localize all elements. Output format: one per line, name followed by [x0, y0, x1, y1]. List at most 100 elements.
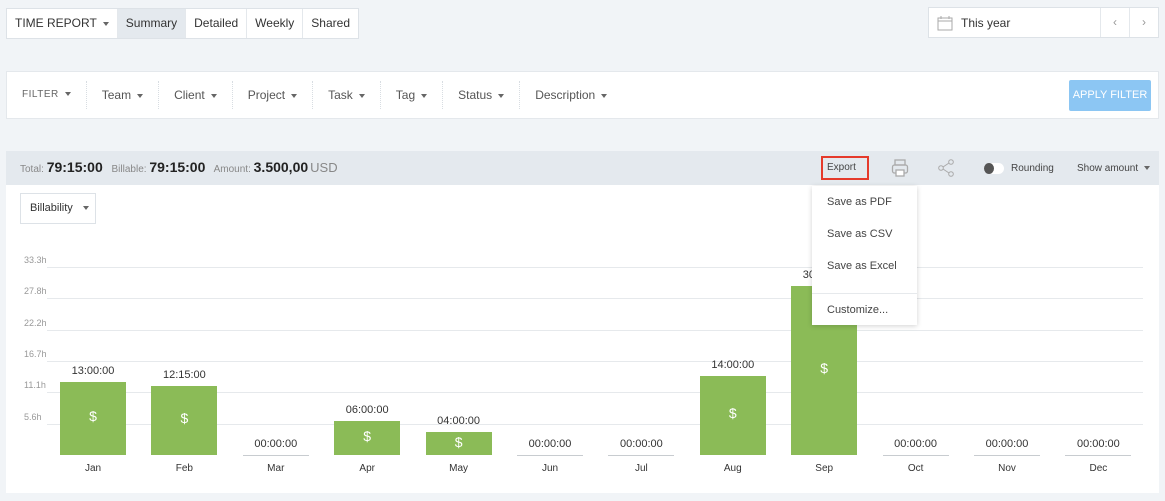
filter-status-label: Status	[458, 88, 493, 102]
filter-description[interactable]: Description	[520, 81, 622, 109]
time-report-dropdown[interactable]: TIME REPORT	[7, 9, 118, 38]
bar-oct	[882, 455, 949, 456]
caret-down-icon	[210, 93, 217, 98]
toggle-switch	[984, 162, 1004, 174]
data-label: 00:00:00	[619, 438, 663, 450]
x-tick-label: Feb	[175, 463, 193, 474]
data-label: 12:15:00	[162, 368, 206, 381]
x-tick-label: May	[449, 463, 469, 474]
billable-dollar-icon: $	[728, 405, 737, 422]
data-label: 06:00:00	[345, 404, 389, 417]
y-tick-label: 16.7h	[24, 349, 47, 359]
bar-mar	[242, 455, 309, 456]
filter-team[interactable]: Team	[87, 81, 160, 109]
y-tick-label: 33.3h	[24, 255, 47, 265]
billable-value: 79:15:00	[149, 159, 206, 175]
share-button[interactable]	[937, 151, 955, 185]
x-tick-label: Jun	[541, 463, 559, 474]
filter-project[interactable]: Project	[233, 81, 314, 109]
menu-item-save-csv[interactable]: Save as CSV	[827, 228, 893, 240]
caret-down-icon	[82, 206, 89, 211]
billable-dollar-icon: $	[180, 410, 189, 427]
print-button[interactable]	[891, 151, 909, 185]
x-tick-label: Aug	[723, 463, 742, 474]
caret-down-icon	[291, 93, 298, 98]
billable-dollar-icon: $	[363, 428, 372, 445]
filter-tag-label: Tag	[395, 88, 416, 102]
bar-jan	[60, 381, 126, 455]
time-report-label: TIME REPORT	[15, 16, 97, 30]
caret-down-icon	[601, 93, 608, 98]
show-amount-label: Show amount	[1077, 162, 1139, 174]
next-period-button[interactable]: ›	[1129, 8, 1158, 37]
date-range-picker: This year ‹ ›	[928, 7, 1159, 38]
export-menu: Save as PDF Save as CSV Save as Excel Cu…	[812, 186, 917, 325]
tab-detailed[interactable]: Detailed	[186, 9, 248, 38]
bar-nov	[974, 455, 1040, 456]
data-label: 00:00:00	[985, 438, 1029, 450]
x-tick-label: Nov	[998, 463, 1016, 474]
caret-down-icon	[498, 93, 505, 98]
filter-team-label: Team	[101, 88, 132, 102]
billable-dollar-icon: $	[89, 408, 97, 425]
filter-bar: FILTER Team Client Project Task Tag Stat…	[6, 71, 1159, 119]
data-label: 00:00:00	[254, 438, 298, 450]
y-tick-label: 27.8h	[24, 286, 47, 297]
filter-status[interactable]: Status	[443, 81, 521, 109]
data-label: 00:00:00	[1076, 438, 1120, 450]
gridline	[47, 298, 1143, 300]
filter-task[interactable]: Task	[313, 81, 381, 109]
total-label: Total:	[20, 164, 44, 175]
calendar-icon	[937, 15, 953, 30]
show-amount-dropdown[interactable]: Show amount	[1077, 151, 1151, 185]
prev-period-button[interactable]: ‹	[1100, 8, 1129, 37]
apply-filter-button[interactable]: APPLY FILTER	[1069, 80, 1151, 111]
gridline	[47, 361, 1143, 362]
data-label: 14:00:00	[711, 358, 755, 371]
amount-value: 3.500,00	[253, 159, 309, 175]
gridline	[47, 392, 1143, 394]
tab-shared[interactable]: Shared	[311, 16, 350, 30]
billability-label: Billability	[30, 202, 73, 214]
filter-project-label: Project	[247, 88, 286, 102]
y-tick-label: 22.2h	[24, 317, 47, 328]
caret-down-icon	[102, 21, 109, 26]
bar-feb	[151, 385, 218, 455]
report-tabs: TIME REPORT Summary Detailed Weekly Shar…	[6, 8, 359, 39]
bar-apr	[334, 421, 401, 455]
y-tick-label: 11.1h	[24, 380, 46, 391]
y-tick-label: 5.6h	[24, 411, 42, 422]
billable-dollar-icon: $	[820, 360, 829, 377]
x-tick-label: Apr	[359, 463, 375, 474]
tab-summary[interactable]: Summary	[117, 9, 187, 38]
x-tick-label: Oct	[907, 463, 924, 474]
caret-down-icon	[64, 92, 71, 97]
caret-down-icon	[421, 93, 428, 98]
caret-down-icon	[1144, 166, 1151, 170]
data-label: 00:00:00	[528, 438, 572, 450]
export-label: Export	[827, 162, 856, 173]
printer-icon	[891, 159, 909, 177]
date-range-field[interactable]: This year	[929, 8, 1100, 37]
caret-down-icon	[137, 93, 144, 98]
data-label: 13:00:00	[71, 364, 115, 377]
rounding-toggle[interactable]: Rounding	[984, 151, 1054, 185]
filter-dropdown[interactable]: FILTER	[7, 81, 87, 109]
summary-header: Total: 79:15:00 Billable: 79:15:00 Amoun…	[6, 151, 1159, 190]
filter-tag[interactable]: Tag	[381, 81, 444, 109]
x-tick-label: Jan	[84, 463, 102, 474]
date-range-label: This year	[961, 15, 1011, 30]
bar-jul	[608, 455, 675, 456]
menu-item-save-excel[interactable]: Save as Excel	[827, 260, 897, 272]
caret-down-icon	[358, 93, 365, 98]
menu-item-customize[interactable]: Customize...	[812, 293, 917, 325]
menu-item-save-pdf[interactable]: Save as PDF	[827, 196, 892, 208]
billability-dropdown[interactable]: Billability	[20, 193, 96, 224]
currency-label: USD	[310, 160, 338, 175]
share-icon	[938, 159, 954, 177]
tab-weekly[interactable]: Weekly	[247, 9, 304, 38]
bar-jun	[517, 455, 583, 456]
gridline	[47, 329, 1143, 331]
gridline	[47, 423, 1143, 425]
filter-client[interactable]: Client	[159, 81, 233, 109]
